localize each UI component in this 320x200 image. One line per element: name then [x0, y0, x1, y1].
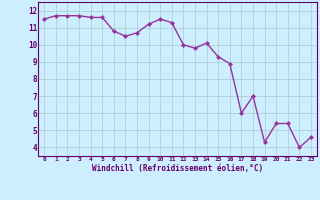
- X-axis label: Windchill (Refroidissement éolien,°C): Windchill (Refroidissement éolien,°C): [92, 164, 263, 173]
